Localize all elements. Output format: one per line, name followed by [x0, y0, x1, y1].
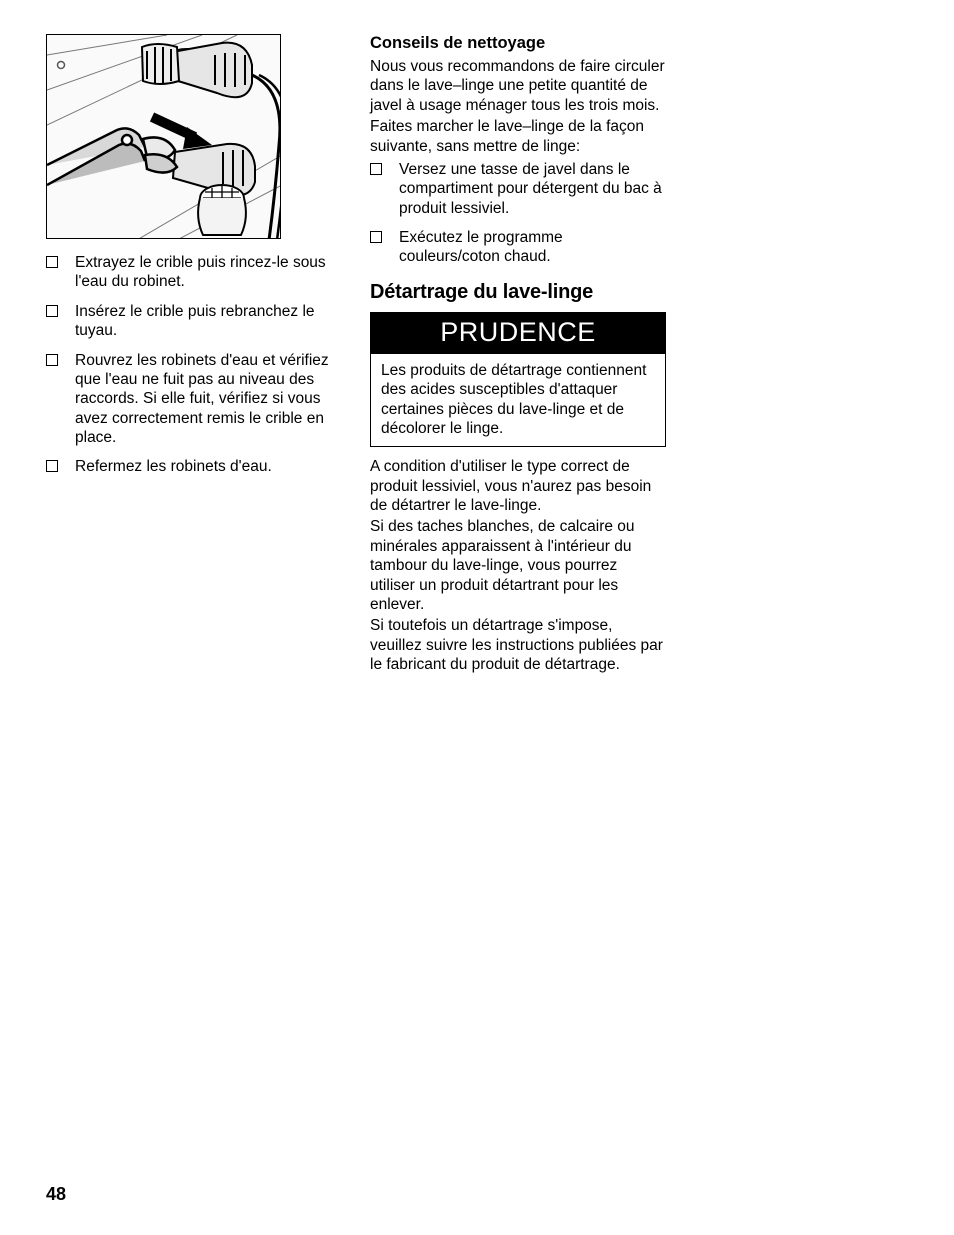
page-content: Extrayez le crible puis rincez-le sous l…: [0, 0, 954, 676]
paragraph: Si toutefois un détartrage s'impose, veu…: [370, 616, 666, 674]
list-item: Versez une tasse de javel dans le compar…: [370, 160, 666, 218]
cleaning-heading: Conseils de nettoyage: [370, 34, 666, 53]
caution-label: PRUDENCE: [371, 313, 665, 354]
list-item-text: Refermez les robinets d'eau.: [75, 457, 272, 476]
list-item: Rouvrez les robinets d'eau et vérifiez q…: [46, 351, 342, 448]
list-item-text: Rouvrez les robinets d'eau et vérifiez q…: [75, 351, 342, 448]
instruction-figure: [46, 34, 281, 239]
right-column: Conseils de nettoyage Nous vous recomman…: [370, 34, 666, 676]
paragraph: Faites marcher le lave–linge de la façon…: [370, 117, 666, 156]
bullet-square-icon: [46, 256, 58, 268]
list-item-text: Insérez le crible puis rebranchez le tuy…: [75, 302, 342, 341]
right-bullet-list: Versez une tasse de javel dans le compar…: [370, 160, 666, 267]
caution-box: PRUDENCE Les produits de détartrage cont…: [370, 312, 666, 448]
list-item: Exécutez le programme couleurs/coton cha…: [370, 228, 666, 267]
list-item-text: Exécutez le programme couleurs/coton cha…: [399, 228, 666, 267]
list-item-text: Extrayez le crible puis rincez-le sous l…: [75, 253, 342, 292]
bullet-square-icon: [46, 354, 58, 366]
page-number: 48: [46, 1184, 66, 1205]
list-item: Insérez le crible puis rebranchez le tuy…: [46, 302, 342, 341]
paragraph: Si des taches blanches, de calcaire ou m…: [370, 517, 666, 614]
bullet-square-icon: [46, 460, 58, 472]
bullet-square-icon: [370, 163, 382, 175]
paragraph: Nous vous recommandons de faire circuler…: [370, 57, 666, 115]
list-item-text: Versez une tasse de javel dans le compar…: [399, 160, 666, 218]
descaling-heading: Détartrage du lave-linge: [370, 281, 666, 304]
caution-text: Les produits de détartrage contiennent d…: [371, 354, 665, 447]
left-bullet-list: Extrayez le crible puis rincez-le sous l…: [46, 253, 342, 477]
list-item: Extrayez le crible puis rincez-le sous l…: [46, 253, 342, 292]
bullet-square-icon: [370, 231, 382, 243]
bullet-square-icon: [46, 305, 58, 317]
list-item: Refermez les robinets d'eau.: [46, 457, 342, 476]
paragraph: A condition d'utiliser le type correct d…: [370, 457, 666, 515]
left-column: Extrayez le crible puis rincez-le sous l…: [46, 34, 342, 676]
